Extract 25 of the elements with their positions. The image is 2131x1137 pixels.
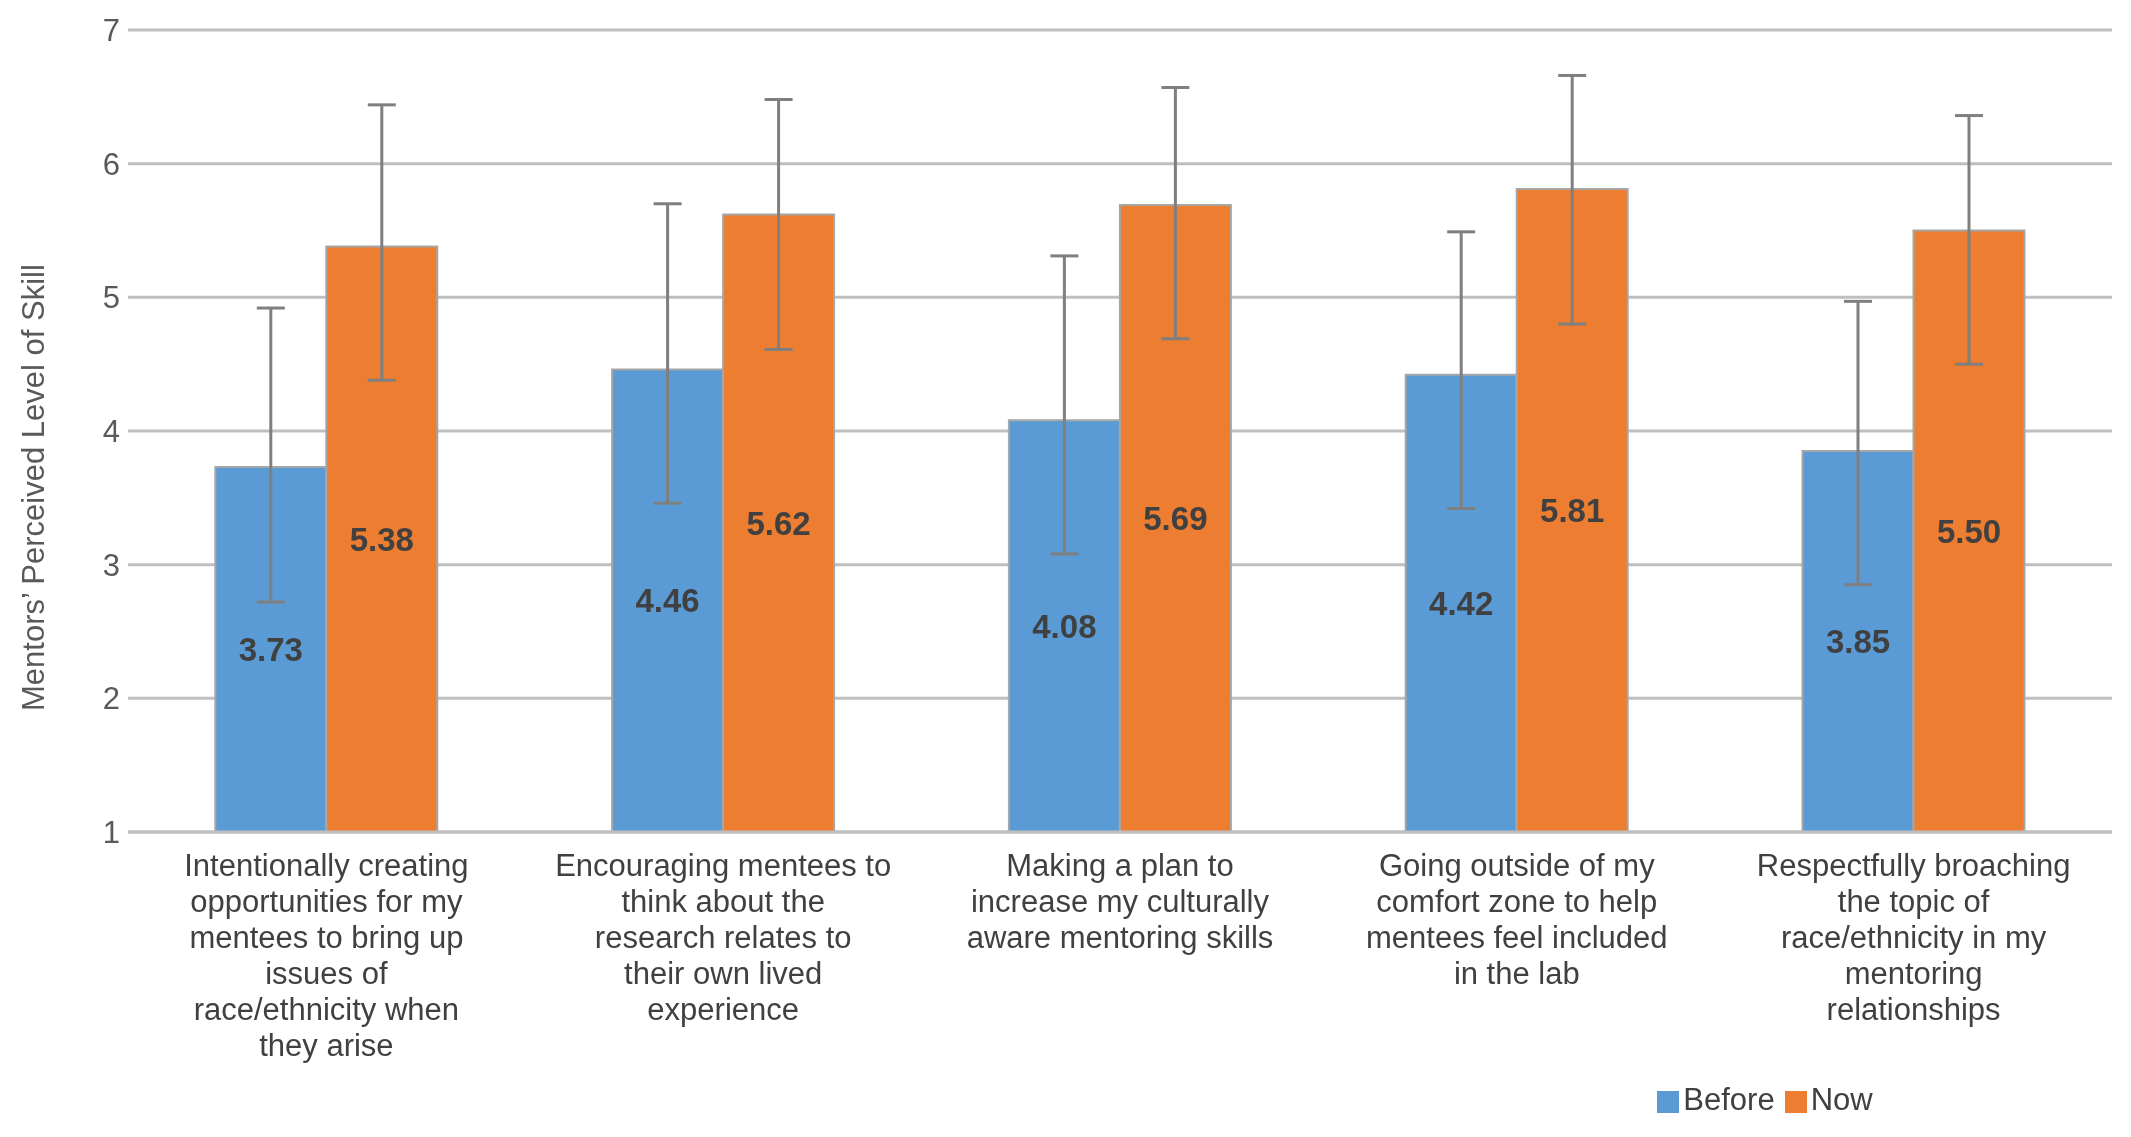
x-tick-label: Making a plan to increase my culturally aware mentoring skills (966, 848, 1274, 955)
data-label: 5.81 (1540, 492, 1605, 530)
y-tick-label: 4 (102, 414, 120, 450)
y-tick-label: 7 (102, 13, 120, 49)
data-label: 3.73 (238, 631, 303, 669)
data-label: 4.42 (1429, 585, 1494, 623)
y-axis-title: Mentors’ Perceived Level of Skill (16, 264, 52, 711)
y-tick-label: 5 (102, 280, 120, 316)
y-tick-label: 1 (102, 815, 120, 851)
x-tick-label: Encouraging mentees to think about the research relates to their own lived experience (555, 848, 892, 1027)
data-label: 4.08 (1032, 607, 1097, 645)
y-tick-label: 2 (102, 681, 120, 717)
x-tick-label: Respectfully broaching the topic of race/ethnicity in my mentoring relationships (1756, 848, 2071, 1027)
data-label: 5.69 (1143, 500, 1208, 538)
data-label: 4.46 (635, 582, 700, 620)
legend-label: Now (1810, 1082, 1873, 1117)
data-label: 5.62 (746, 504, 811, 542)
y-tick-label: 3 (102, 547, 120, 583)
x-tick-label: Intentionally creating opportunities for my mentees to bring up issues of race/ethnicity when they arise (184, 848, 469, 1063)
y-tick-label: 6 (102, 146, 120, 182)
x-tick-label: Going outside of my comfort zone to help mentees feel included in the lab (1366, 848, 1668, 991)
data-label: 5.50 (1936, 512, 2002, 550)
legend-label: Before (1683, 1082, 1775, 1117)
data-label: 3.85 (1825, 623, 1891, 661)
data-label: 5.38 (349, 520, 414, 558)
